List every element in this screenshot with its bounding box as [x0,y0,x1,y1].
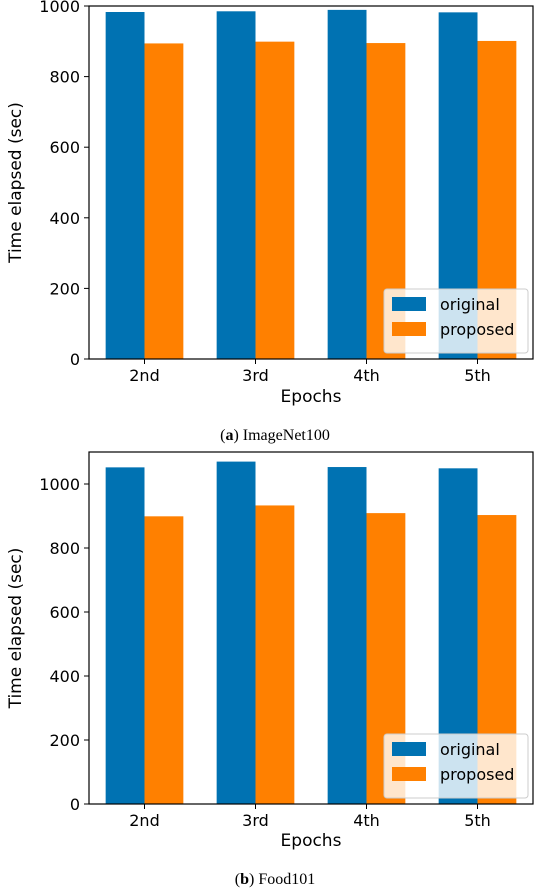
x-tick-label: 3rd [242,811,269,830]
bar-proposed-3rd [255,41,295,360]
y-axis-label: Time elapsed (sec) [6,548,26,710]
legend-label-original: original [440,295,500,314]
x-tick-label: 2nd [129,366,159,385]
legend-label-proposed: proposed [440,320,514,339]
x-tick-label: 4th [353,811,380,830]
legend: original proposed [383,288,529,354]
bar-original-3rd [216,11,256,360]
plot-frame [88,451,534,805]
x-axis-label: Epochs [281,387,342,407]
ticks-group: 2nd 3rd 4th 5th 0 200 400 600 800 1000 [39,0,491,385]
legend-label-proposed: proposed [440,765,514,784]
legend-swatch-original [392,742,426,756]
x-tick-label: 2nd [129,811,159,830]
ticks-group: 2nd 3rd 4th 5th 0 200 400 600 800 1000 [39,475,491,830]
bar-original-2nd [105,12,145,359]
legend: original proposed [383,733,529,799]
caption-letter: b [240,871,249,888]
legend-swatch-proposed [392,322,426,336]
bar-proposed-2nd [144,43,184,360]
bar-proposed-2nd [144,516,184,804]
bar-proposed-3rd [255,505,295,804]
bar-original-3rd [216,461,256,804]
chart-imagenet100: 2nd 3rd 4th 5th 0 200 400 600 800 1000 Time elaps… [6,0,534,444]
plot-frame [88,5,534,360]
y-tick-label: 400 [49,209,80,228]
y-tick-label: 1000 [39,0,80,16]
caption: (b) Food101 [235,871,315,888]
y-tick-label: 600 [49,138,80,157]
caption: (a) ImageNet100 [220,427,330,444]
caption-text: ImageNet100 [243,427,330,444]
caption-text: Food101 [258,871,315,888]
bar-original-2nd [105,467,145,804]
chart-food101: 2nd 3rd 4th 5th 0 200 400 600 800 1000 Time elaps… [6,451,534,888]
x-tick-label: 4th [353,366,380,385]
y-tick-label: 1000 [39,475,80,494]
x-axis-label: Epochs [281,831,342,851]
legend-swatch-proposed [392,767,426,781]
y-axis-label: Time elapsed (sec) [6,102,26,264]
bar-original-4th [327,467,367,804]
x-tick-label: 3rd [242,366,269,385]
y-tick-label: 400 [49,667,80,686]
x-tick-label: 5th [464,366,491,385]
legend-swatch-original [392,297,426,311]
y-tick-label: 0 [70,795,80,814]
x-tick-label: 5th [464,811,491,830]
bar-original-4th [327,9,367,359]
y-tick-label: 600 [49,603,80,622]
legend-label-original: original [440,740,500,759]
y-tick-label: 800 [49,68,80,87]
caption-letter: a [225,427,233,444]
y-tick-label: 0 [70,350,80,369]
y-tick-label: 800 [49,539,80,558]
y-tick-label: 200 [49,731,80,750]
y-tick-label: 200 [49,279,80,298]
